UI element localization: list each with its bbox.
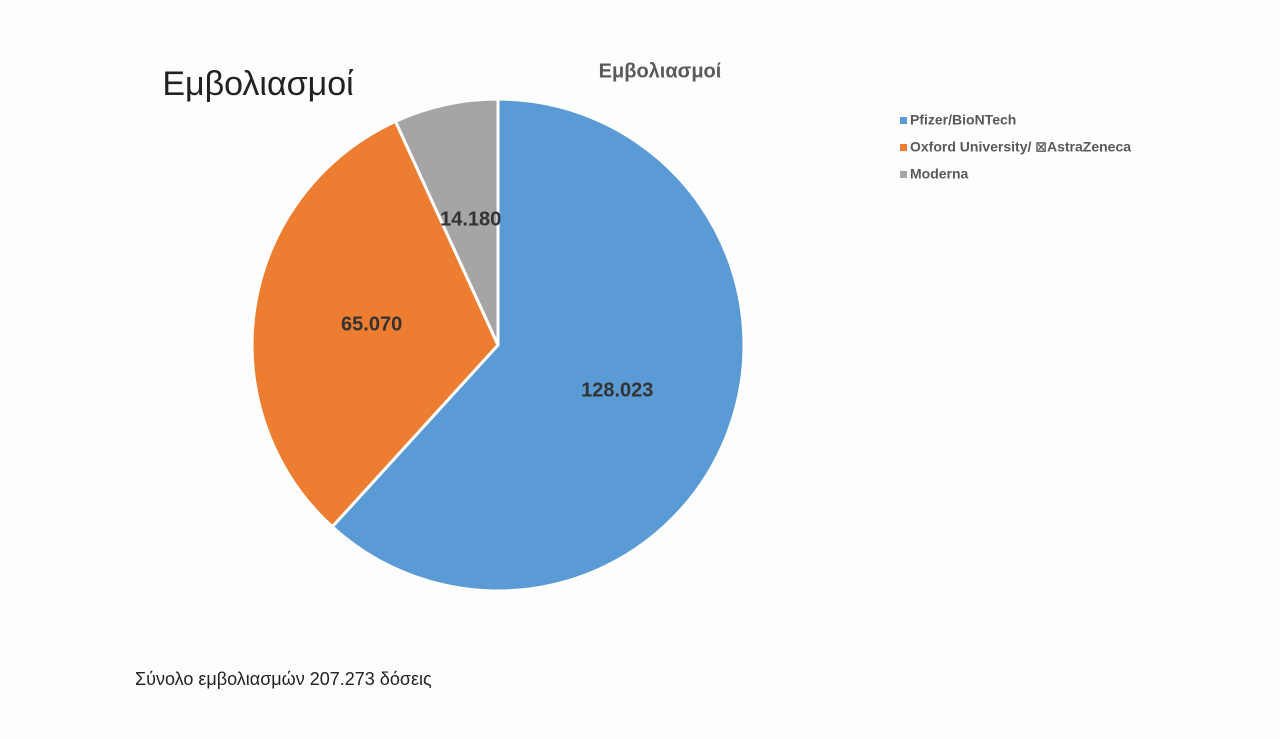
legend-swatch xyxy=(900,144,907,151)
legend-label: Moderna xyxy=(910,166,969,182)
data-label: 14.180 xyxy=(440,208,501,230)
data-label: 128.023 xyxy=(581,379,653,401)
legend-swatch xyxy=(900,117,907,124)
data-label: 65.070 xyxy=(341,314,402,336)
footer: Σύνολο εμβολιασμών 207.273 δόσεις xyxy=(135,669,432,689)
chart-title: Εμβολιασμοί xyxy=(599,60,722,82)
legend-swatch xyxy=(900,171,907,178)
pie-slice xyxy=(330,97,746,593)
pie-slice xyxy=(393,97,500,346)
heading: Εμβολιασμοί xyxy=(162,65,354,103)
legend-label: Oxford University/ ⊠AstraZeneca xyxy=(910,139,1131,155)
legend-label: Pfizer/BioNTech xyxy=(910,112,1016,128)
pie-slice xyxy=(250,119,500,529)
